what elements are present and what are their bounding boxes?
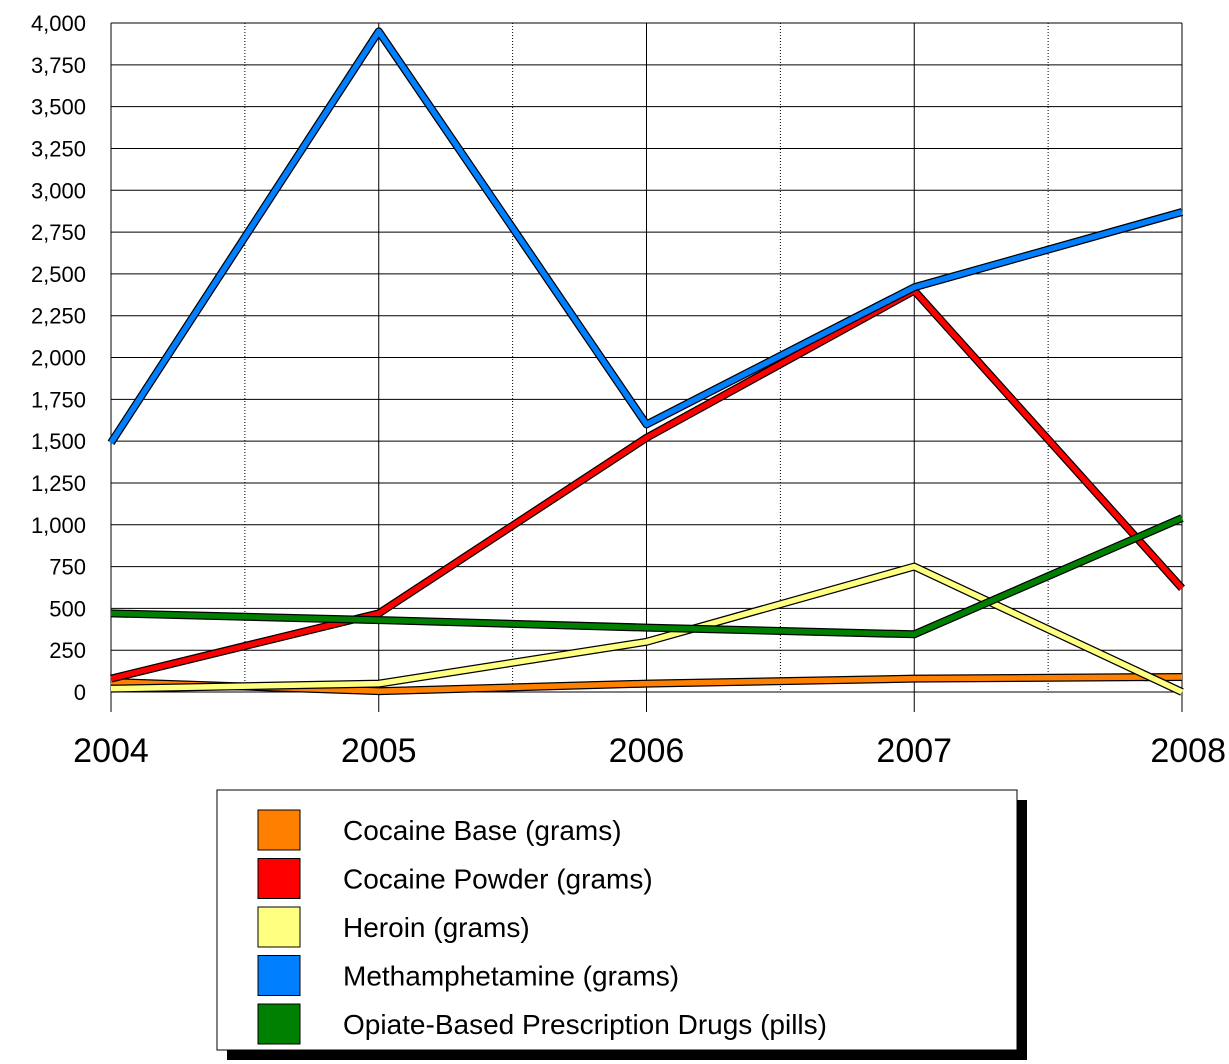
legend-swatch — [257, 906, 301, 948]
x-tick-label: 2005 — [341, 732, 417, 770]
y-tick-label: 3,750 — [31, 53, 86, 78]
series-line — [107, 27, 1184, 445]
x-tick-label: 2006 — [609, 732, 685, 770]
y-tick-label: 1,500 — [31, 429, 86, 454]
y-tick-label: 1,250 — [31, 471, 86, 496]
legend-box — [216, 789, 1018, 1051]
y-tick-label: 750 — [49, 555, 86, 580]
legend: Cocaine Base (grams) Cocaine Powder (gram… — [216, 789, 1027, 1060]
y-tick-label: 3,500 — [31, 95, 86, 120]
x-tick-label: 2007 — [876, 732, 952, 770]
legend-swatch — [257, 955, 301, 996]
series-line — [110, 562, 1184, 696]
y-tick-label: 2,750 — [31, 220, 86, 245]
x-axis-tick-labels: 2004 2005 2006 2007 2008 — [73, 732, 1226, 770]
y-tick-label: 250 — [49, 638, 86, 663]
y-tick-label: 2,000 — [31, 346, 86, 371]
y-axis-tick-labels: 0 250 500 750 1,000 1,250 1,500 1,750 2,000 2,250… — [31, 11, 86, 705]
legend-label: Cocaine Powder (grams) — [343, 864, 653, 895]
y-tick-label: 2,250 — [31, 304, 86, 329]
y-tick-label: 1,000 — [31, 513, 86, 538]
vertical-gridlines — [244, 23, 1049, 692]
legend-swatch — [257, 809, 301, 851]
legend-label: Opiate-Based Prescription Drugs (pills) — [343, 1009, 827, 1040]
series-line — [110, 286, 1185, 683]
y-tick-label: 3,250 — [31, 136, 86, 161]
y-tick-label: 0 — [74, 680, 86, 705]
legend-label: Heroin (grams) — [343, 912, 530, 943]
series-line — [110, 514, 1184, 639]
legend-swatch — [257, 858, 301, 899]
x-tick-label: 2008 — [1150, 732, 1226, 770]
y-tick-label: 3,000 — [31, 178, 86, 203]
y-tick-label: 500 — [49, 596, 86, 621]
x-tick-label: 2004 — [73, 732, 149, 770]
y-tick-label: 1,750 — [31, 387, 86, 412]
y-tick-label: 4,000 — [31, 11, 86, 36]
y-tick-label: 2,500 — [31, 262, 86, 287]
legend-label: Methamphetamine (grams) — [343, 961, 679, 992]
legend-swatch — [257, 1003, 301, 1045]
series-lines — [107, 27, 1185, 696]
legend-label: Cocaine Base (grams) — [343, 815, 622, 846]
